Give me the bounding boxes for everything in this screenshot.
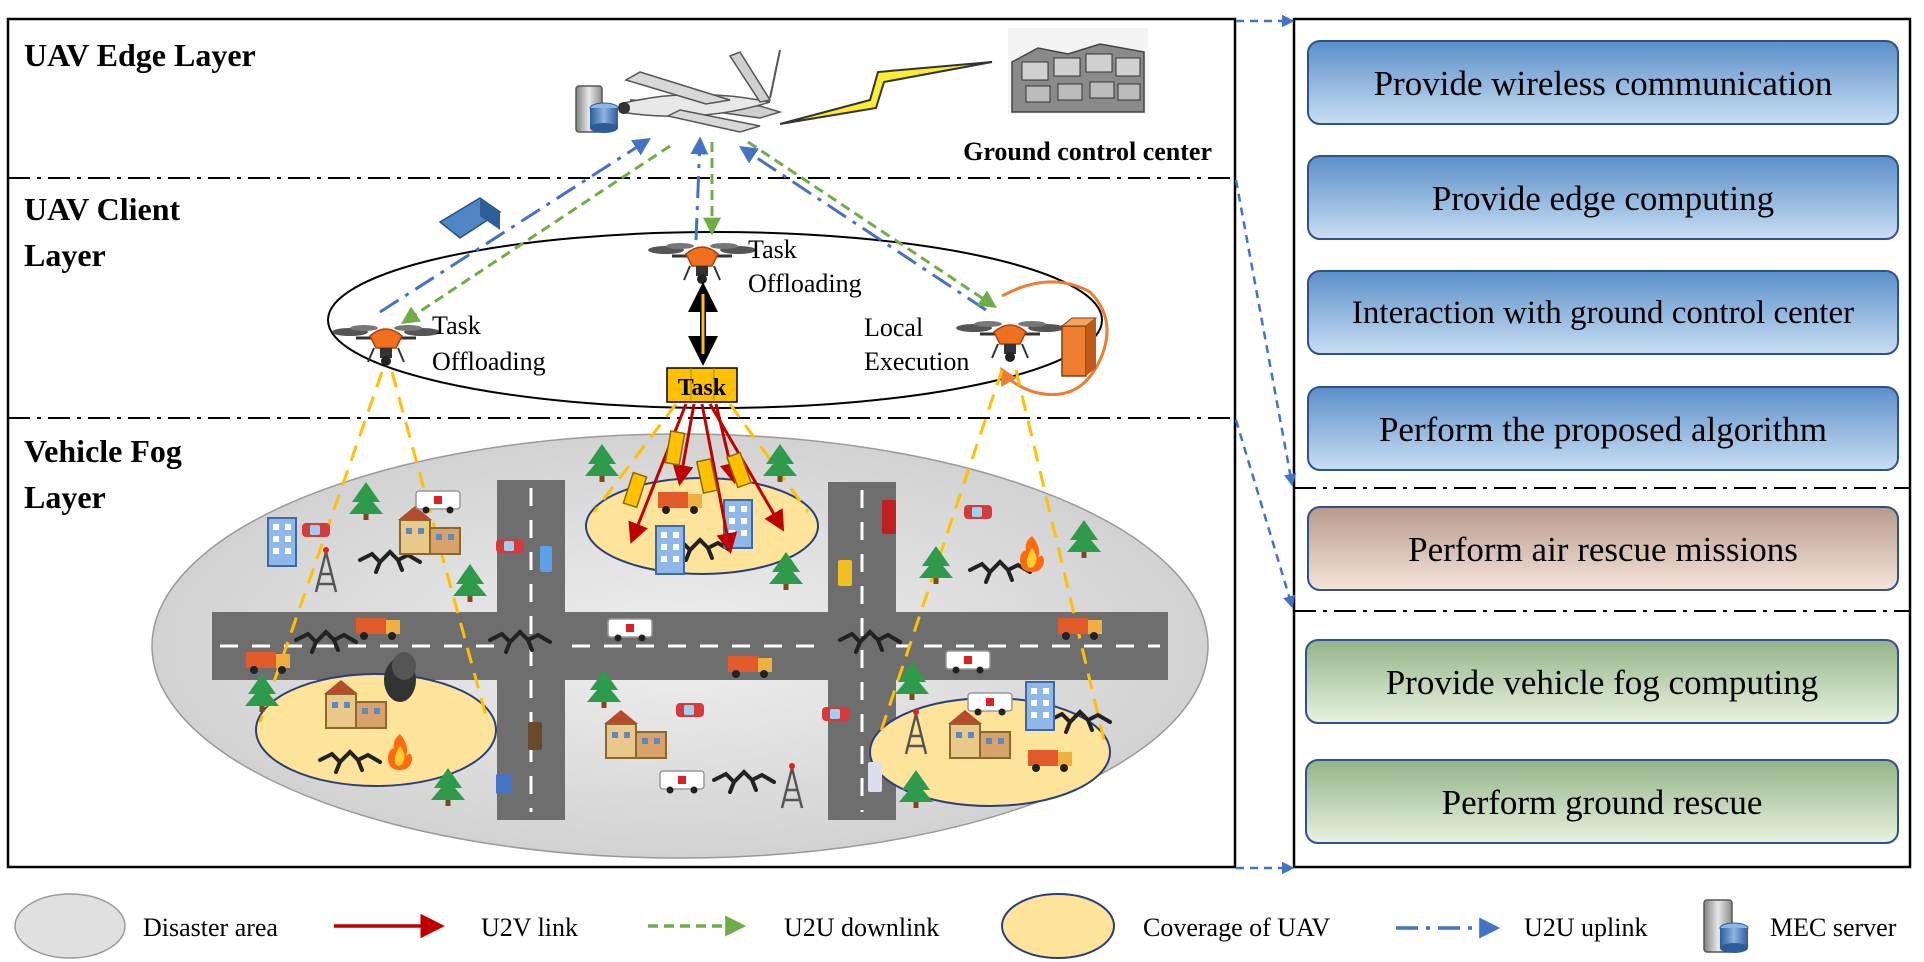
legend-u2u-up-label: U2U uplink <box>1524 913 1648 942</box>
uav-coverage-left <box>255 673 497 787</box>
function-text-edge-2: Provide edge computing <box>1432 179 1774 218</box>
legend-mec-server-icon <box>1703 899 1749 953</box>
mec-server-icon-edge <box>575 85 619 133</box>
fog-layer-title-2: Layer <box>24 479 106 515</box>
legend: Disaster area U2V link U2U downlink Cove… <box>14 893 1897 959</box>
fog-layer-title-1: Vehicle Fog <box>24 433 182 469</box>
ground-control-center-icon <box>1008 28 1148 114</box>
falling-task-blocks <box>622 430 753 509</box>
uav-client-drone-left <box>330 323 442 368</box>
fixed-wing-uav-icon <box>618 49 783 133</box>
u2v-links <box>628 403 785 555</box>
task-box: Task <box>666 367 738 403</box>
main-frame <box>6 17 1237 869</box>
function-text-fog-2: Perform ground rescue <box>1442 783 1763 822</box>
task-packet-icon <box>438 197 502 239</box>
disaster-scenery <box>245 444 1112 810</box>
legend-disaster-swatch <box>14 893 126 959</box>
legend-u2u-down-label: U2U downlink <box>784 913 939 942</box>
uav-client-drone-right <box>954 319 1066 364</box>
u2u-downlink-right <box>747 140 997 308</box>
function-box-edge-2: Provide edge computing <box>1307 155 1899 240</box>
legend-disaster-label: Disaster area <box>143 913 278 942</box>
function-text-edge-4: Perform the proposed algorithm <box>1379 410 1827 449</box>
task-offloading-left-2: Offloading <box>432 347 546 376</box>
uav-client-drone-mid <box>646 241 758 286</box>
function-box-fog-2: Perform ground rescue <box>1305 759 1899 844</box>
function-text-client-1: Perform air rescue missions <box>1408 530 1798 569</box>
task-offloading-mid-2: Offloading <box>748 269 862 298</box>
edge-layer-title: UAV Edge Layer <box>24 37 256 73</box>
layer-panel-connectors <box>1234 14 1297 875</box>
task-box-label: Task <box>678 375 727 401</box>
function-text-edge-1: Provide wireless communication <box>1374 64 1833 103</box>
local-execution-1: Local <box>864 313 923 342</box>
function-panel <box>1292 17 1912 869</box>
legend-mec-label: MEC server <box>1770 913 1897 942</box>
function-box-edge-3: Interaction with ground control center <box>1307 270 1899 355</box>
legend-u2v-label: U2V link <box>481 913 578 942</box>
task-offloading-mid-1: Task <box>748 235 797 264</box>
task-offloading-left-1: Task <box>432 311 481 340</box>
u2u-downlink-left <box>400 144 671 324</box>
function-box-edge-1: Provide wireless communication <box>1307 40 1899 125</box>
u2u-uplink-mid <box>690 136 709 241</box>
wireless-link-bolt-icon <box>779 61 993 125</box>
u2u-uplink-left <box>379 138 652 314</box>
function-box-client-1: Perform air rescue missions <box>1307 506 1899 591</box>
local-task-block-icon <box>1060 317 1098 377</box>
u2u-uplink-right <box>739 146 987 312</box>
function-box-fog-1: Provide vehicle fog computing <box>1305 639 1899 724</box>
ground-control-label: Ground control center <box>963 137 1212 166</box>
client-layer-title-1: UAV Client <box>24 191 181 227</box>
coverage-cone-mid <box>592 403 810 513</box>
function-box-edge-4: Perform the proposed algorithm <box>1307 386 1899 471</box>
function-text-edge-3: Interaction with ground control center <box>1352 295 1854 331</box>
legend-coverage-swatch <box>1001 893 1115 959</box>
coverage-cone-left <box>258 371 488 723</box>
local-execution-2: Execution <box>864 347 969 376</box>
function-text-fog-1: Provide vehicle fog computing <box>1386 663 1819 702</box>
legend-coverage-label: Coverage of UAV <box>1143 913 1330 942</box>
local-execution-loop <box>1000 280 1109 397</box>
client-layer-title-2: Layer <box>24 237 106 273</box>
